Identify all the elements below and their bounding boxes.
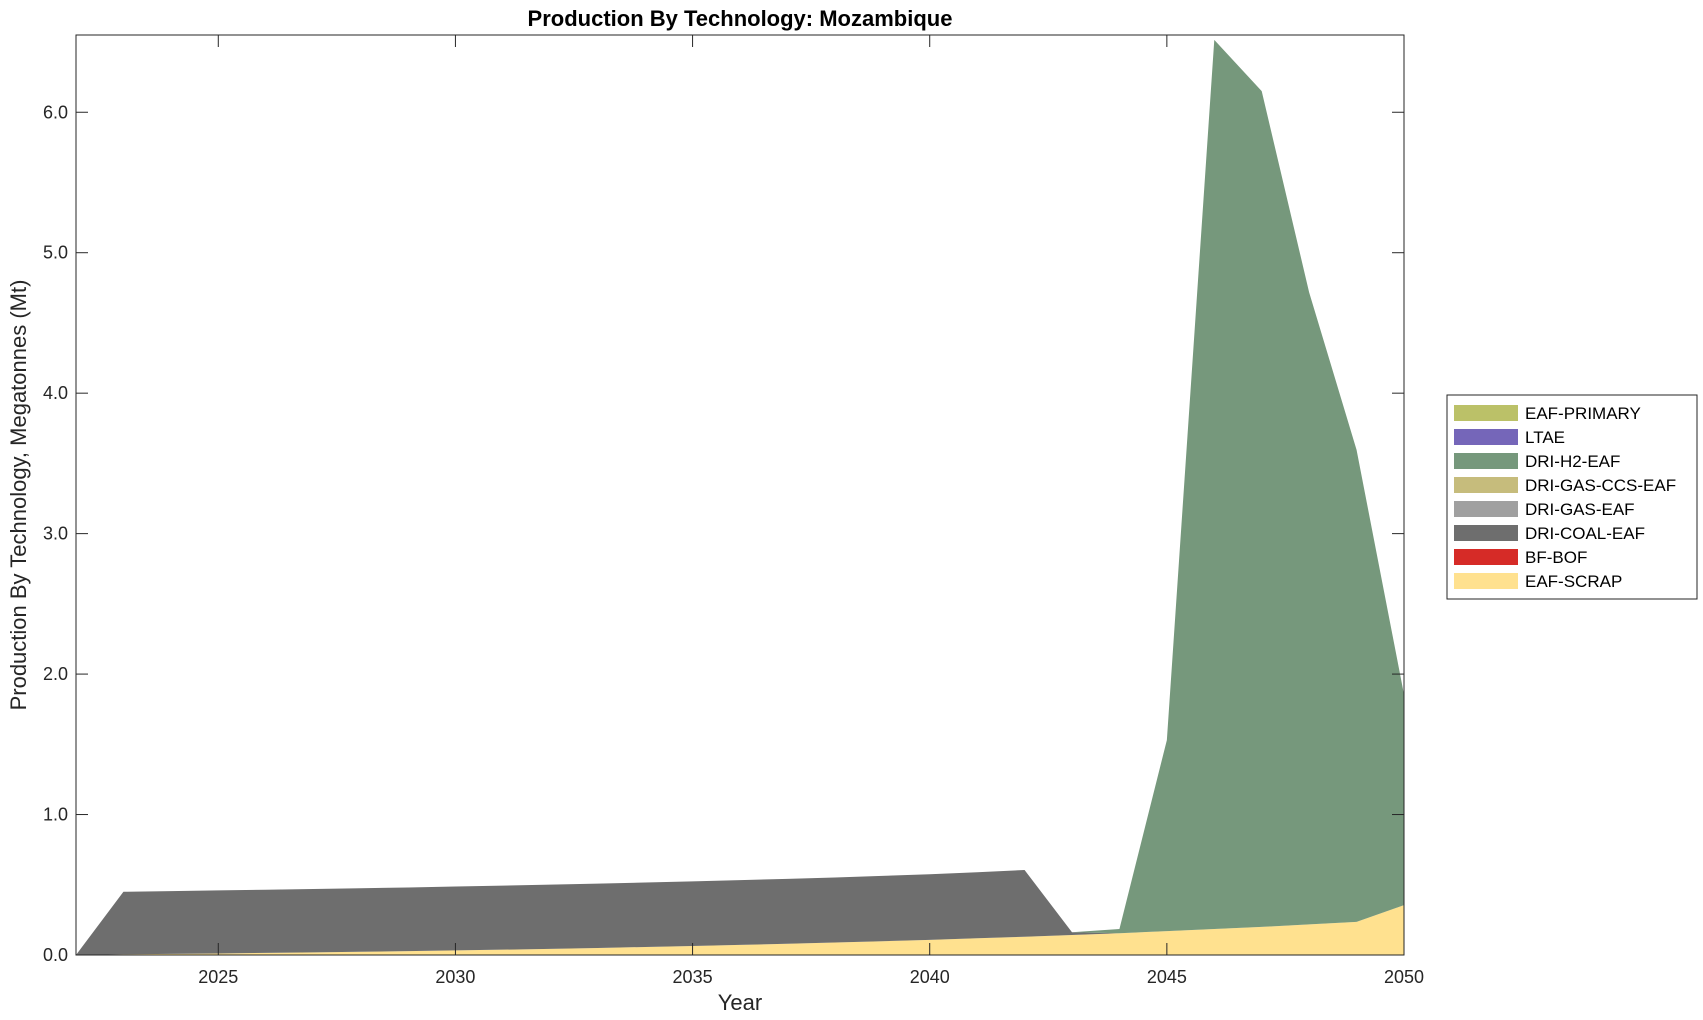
chart-title: Production By Technology: Mozambique xyxy=(528,6,953,31)
y-tick-label: 2.0 xyxy=(43,664,68,684)
y-tick-label: 0.0 xyxy=(43,945,68,965)
legend-swatch-dri-gas-ccs-eaf xyxy=(1454,477,1518,493)
x-tick-label: 2035 xyxy=(673,967,713,987)
legend-label-dri-coal-eaf: DRI-COAL-EAF xyxy=(1525,524,1645,543)
legend-swatch-eaf-scrap xyxy=(1454,573,1518,589)
legend-label-dri-gas-ccs-eaf: DRI-GAS-CCS-EAF xyxy=(1525,476,1676,495)
y-tick-label: 6.0 xyxy=(43,102,68,122)
legend-label-ltae: LTAE xyxy=(1525,428,1565,447)
legend-swatch-bf-bof xyxy=(1454,549,1518,565)
legend-box xyxy=(1446,394,1698,600)
legend-label-eaf-scrap: EAF-SCRAP xyxy=(1525,572,1622,591)
legend: EAF-PRIMARY LTAE DRI-H2-EAF DRI-GAS-CCS-EAF… xyxy=(1446,394,1698,600)
y-tick-label: 1.0 xyxy=(43,805,68,825)
y-tick-label: 4.0 xyxy=(43,383,68,403)
y-tick-label: 5.0 xyxy=(43,243,68,263)
plot-frame xyxy=(75,34,1405,956)
area-dri-h2-eaf xyxy=(76,39,1404,956)
legend-swatch-eaf-primary xyxy=(1454,405,1518,421)
legend-label-dri-h2-eaf: DRI-H2-EAF xyxy=(1525,452,1620,471)
x-tick-label: 2030 xyxy=(435,967,475,987)
legend-swatch-dri-h2-eaf xyxy=(1454,453,1518,469)
x-tick-label: 2045 xyxy=(1147,967,1187,987)
plot-areas xyxy=(76,39,1404,956)
y-tick-label: 3.0 xyxy=(43,524,68,544)
legend-swatch-dri-gas-eaf xyxy=(1454,501,1518,517)
area-eaf-scrap xyxy=(76,905,1404,955)
x-tick-label: 2040 xyxy=(910,967,950,987)
x-axis: 2025 2030 2035 2040 2045 2050 xyxy=(198,35,1424,987)
x-axis-label: Year xyxy=(718,990,762,1015)
area-dri-coal-eaf xyxy=(76,870,1404,955)
legend-swatch-dri-coal-eaf xyxy=(1454,525,1518,541)
legend-label-eaf-primary: EAF-PRIMARY xyxy=(1525,404,1641,423)
y-axis: 0.0 1.0 2.0 3.0 4.0 5.0 6.0 xyxy=(43,102,1404,965)
x-tick-label: 2050 xyxy=(1384,967,1424,987)
y-axis-label: Production By Technology, Megatonnes (Mt… xyxy=(6,280,31,711)
legend-label-bf-bof: BF-BOF xyxy=(1525,548,1587,567)
x-tick-label: 2025 xyxy=(198,967,238,987)
legend-swatch-ltae xyxy=(1454,429,1518,445)
legend-label-dri-gas-eaf: DRI-GAS-EAF xyxy=(1525,500,1635,519)
